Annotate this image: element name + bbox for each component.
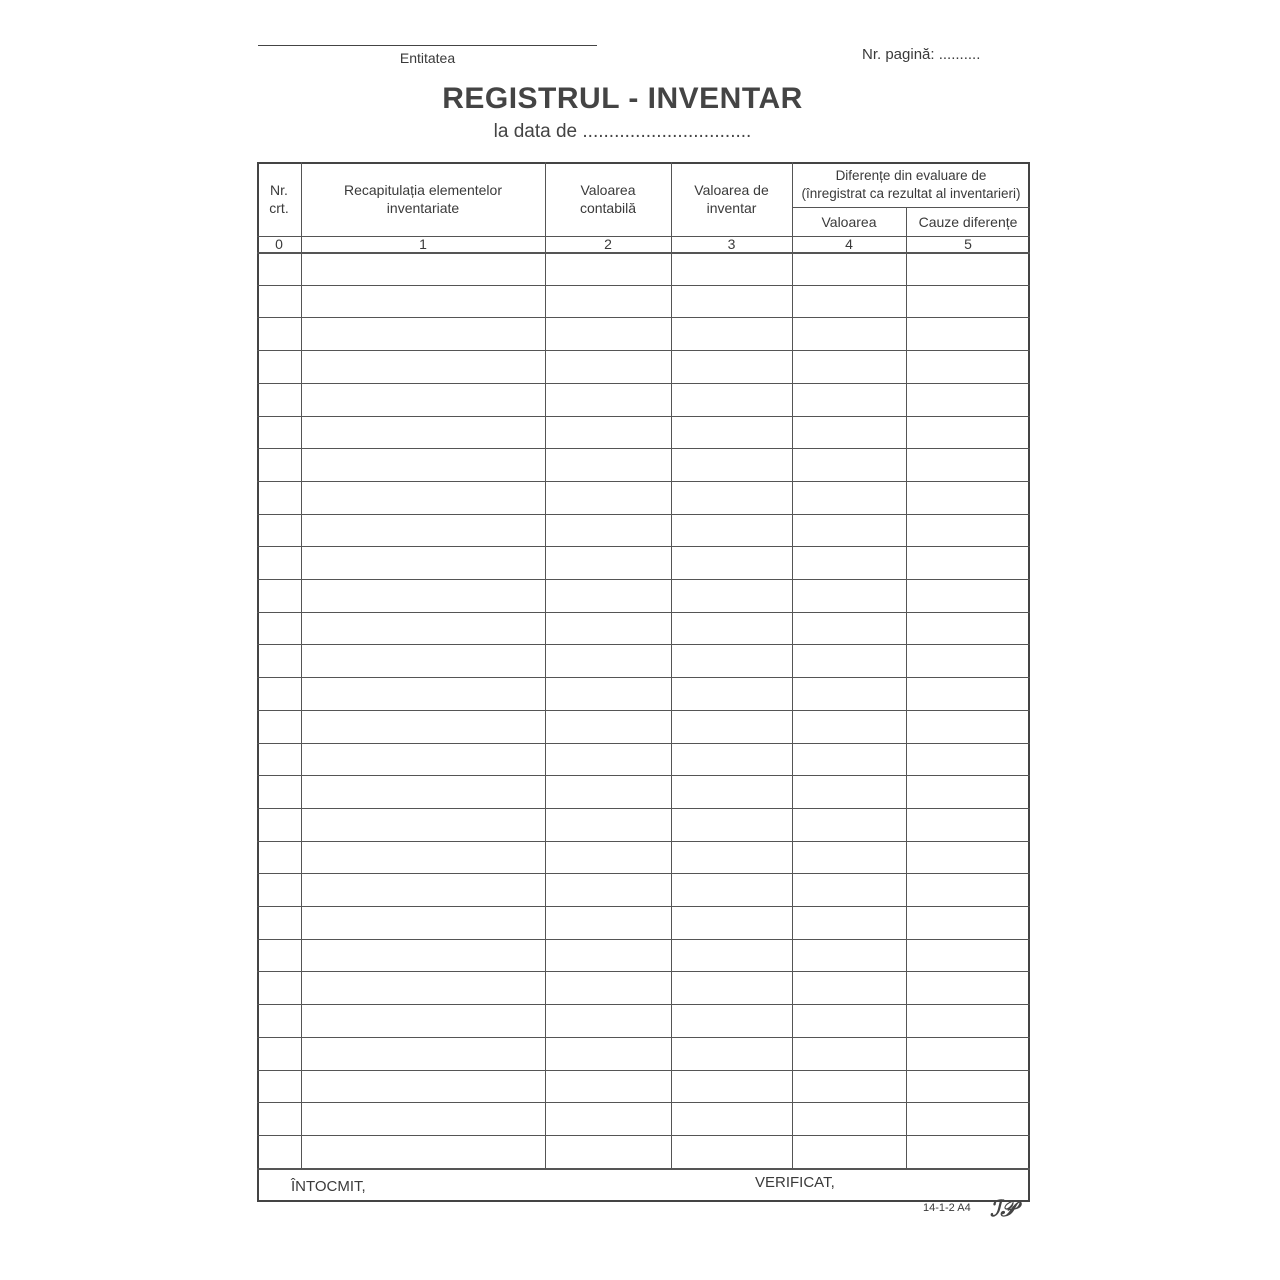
- publisher-logo: ℐ𝒫: [990, 1196, 1017, 1221]
- inventory-table-frame: [257, 162, 1030, 1202]
- table-row-line: [257, 841, 1030, 842]
- table-row-line: [257, 873, 1030, 874]
- table-row-line: [257, 612, 1030, 613]
- table-row-line: [257, 644, 1030, 645]
- column-number: 4: [845, 236, 853, 252]
- verified-by-label: VERIFICAT,: [755, 1174, 835, 1191]
- footer-divider: [257, 1168, 1030, 1170]
- column-line: [671, 162, 672, 1168]
- table-row-line: [257, 906, 1030, 907]
- table-row-line: [257, 808, 1030, 809]
- table-row-line: [257, 579, 1030, 580]
- table-row-line: [257, 1004, 1030, 1005]
- table-row-line: [257, 1037, 1030, 1038]
- column-header: Nr. crt.: [269, 182, 289, 216]
- entity-signature-line: [258, 45, 597, 46]
- form-code: 14-1-2 A4: [923, 1202, 971, 1214]
- column-header: Valoarea de inventar: [694, 182, 769, 216]
- table-row-line: [257, 939, 1030, 940]
- table-row-line: [257, 775, 1030, 776]
- table-row-line: [257, 743, 1030, 744]
- column-number: 0: [275, 236, 283, 252]
- page-number-label: Nr. pagină: ..........: [862, 46, 981, 63]
- table-row-line: [257, 416, 1030, 417]
- table-row-line: [257, 383, 1030, 384]
- table-row-line: [257, 1070, 1030, 1071]
- column-header: Cauze diferențe: [918, 213, 1018, 230]
- table-row-line: [257, 1102, 1030, 1103]
- column-number: 3: [727, 236, 736, 252]
- column-line: [792, 162, 793, 1168]
- table-row-line: [257, 710, 1030, 711]
- column-line: [545, 162, 546, 1168]
- document-date-line: la data de .............................…: [493, 121, 752, 142]
- prepared-by-label: ÎNTOCMIT,: [291, 1178, 366, 1195]
- table-row-line: [257, 350, 1030, 351]
- column-header: Valoarea contabilă: [579, 182, 637, 216]
- table-row-line: [257, 514, 1030, 515]
- header-divider: [257, 252, 1030, 254]
- column-line: [301, 162, 302, 1168]
- column-group-header: Diferențe din evaluare de (înregistrat c…: [801, 167, 1021, 201]
- column-number: 2: [604, 236, 612, 252]
- table-row-line: [257, 546, 1030, 547]
- table-row-line: [257, 317, 1030, 318]
- column-number: 1: [419, 236, 427, 252]
- column-header: Valoarea: [821, 213, 877, 230]
- table-row-line: [257, 677, 1030, 678]
- column-number: 5: [964, 236, 972, 252]
- table-row-line: [257, 448, 1030, 449]
- column-header: Recapitulația elementelor inventariate: [344, 182, 502, 216]
- table-row-line: [257, 481, 1030, 482]
- table-row-line: [257, 285, 1030, 286]
- document-title: REGISTRUL - INVENTAR: [442, 82, 803, 115]
- entity-label: Entitatea: [399, 50, 456, 66]
- column-line: [906, 207, 907, 1168]
- header-divider: [257, 236, 1030, 237]
- header-divider: [792, 207, 1030, 208]
- table-row-line: [257, 1135, 1030, 1136]
- table-row-line: [257, 971, 1030, 972]
